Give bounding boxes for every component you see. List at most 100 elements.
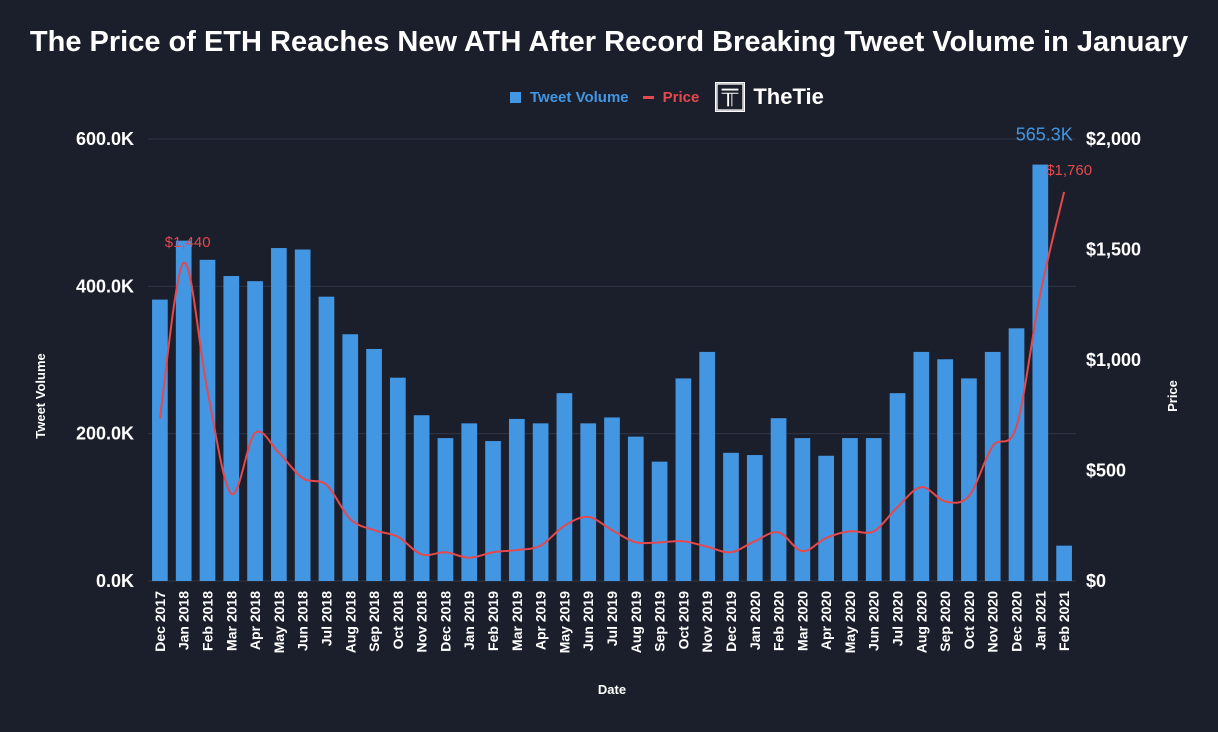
bar-aug-2018 — [342, 334, 359, 581]
x-tick-label: Jan 2020 — [747, 591, 763, 650]
legend-item-price[interactable]: Price — [642, 88, 700, 106]
bar-nov-2018 — [413, 415, 430, 581]
legend-label-tweet-volume: Tweet Volume — [530, 88, 629, 106]
bar-dec-2018 — [437, 438, 454, 581]
legend: Tweet Volume Price TheTie — [510, 82, 824, 112]
bar-mar-2019 — [508, 418, 525, 581]
bar-jan-2018 — [175, 240, 192, 581]
x-tick-label: Jun 2018 — [295, 591, 311, 651]
x-tick-label: Nov 2018 — [414, 591, 430, 653]
bar-jul-2018 — [318, 296, 335, 581]
bar-may-2020 — [842, 438, 858, 581]
x-tick-label: Apr 2018 — [247, 591, 263, 650]
x-tick-label: Dec 2018 — [437, 591, 453, 652]
bar-jun-2018 — [294, 249, 311, 581]
x-tick-label: Dec 2019 — [723, 591, 739, 652]
x-tick-label: Nov 2020 — [985, 591, 1001, 653]
x-tick-label: Jun 2020 — [866, 591, 882, 651]
bar-dec-2020 — [1008, 328, 1025, 581]
x-tick-label: Jul 2019 — [604, 591, 620, 646]
x-tick-label: Feb 2020 — [771, 591, 787, 651]
x-tick-label: Jul 2018 — [318, 591, 334, 646]
bar-dec-2019 — [723, 452, 739, 581]
y2-tick-label: $1,000 — [1086, 350, 1141, 370]
bar-dec-2017 — [152, 299, 168, 581]
x-tick-label: Mar 2019 — [509, 591, 525, 651]
x-tick-label: May 2019 — [556, 591, 572, 653]
y2-tick-label: $1,500 — [1086, 240, 1141, 260]
data-label: 565.3K — [1016, 125, 1073, 145]
bar-jun-2020 — [865, 438, 882, 581]
x-tick-label: Mar 2020 — [794, 591, 810, 651]
x-tick-label: Jan 2021 — [1032, 591, 1048, 650]
y-tick-label: 600.0K — [76, 129, 134, 149]
x-tick-label: Nov 2019 — [699, 591, 715, 653]
bar-jan-2020 — [746, 455, 763, 581]
bar-apr-2019 — [532, 423, 549, 581]
x-tick-label: Aug 2018 — [342, 591, 358, 653]
x-tick-label: Aug 2019 — [628, 591, 644, 653]
x-tick-label: Oct 2019 — [675, 591, 691, 650]
bar-sep-2018 — [366, 348, 382, 581]
bar-may-2018 — [271, 248, 287, 581]
x-tick-label: Feb 2019 — [485, 591, 501, 651]
y2-tick-label: $2,000 — [1086, 129, 1141, 149]
bar-feb-2021 — [1056, 545, 1072, 581]
bar-aug-2020 — [913, 351, 930, 581]
x-tick-label: Feb 2021 — [1056, 591, 1072, 651]
y-tick-label: 400.0K — [76, 276, 134, 296]
bar-oct-2019 — [675, 378, 692, 581]
x-tick-label: Oct 2018 — [390, 591, 406, 650]
logo-mark-icon — [715, 82, 746, 112]
x-tick-label: May 2020 — [842, 591, 858, 653]
y-tick-label: 200.0K — [76, 424, 134, 444]
price-line — [158, 191, 1066, 559]
bar-apr-2018 — [247, 281, 263, 581]
bar-feb-2019 — [485, 441, 501, 581]
bar-apr-2020 — [818, 455, 835, 581]
legend-swatch-bar — [510, 91, 521, 103]
y2-tick-label: $500 — [1086, 461, 1126, 481]
bar-may-2019 — [556, 393, 573, 581]
x-tick-label: Sep 2018 — [366, 591, 382, 652]
bar-jan-2021 — [1032, 164, 1049, 582]
x-tick-label: Aug 2020 — [913, 591, 929, 653]
y-axis-title: Tweet Volume — [33, 353, 48, 438]
bar-jul-2019 — [604, 417, 620, 581]
x-tick-label: Sep 2019 — [652, 591, 668, 652]
y-tick-label: 0.0K — [96, 571, 134, 591]
x-tick-label: Jul 2020 — [890, 591, 906, 646]
legend-item-tweet-volume[interactable]: Tweet Volume — [510, 89, 629, 106]
x-tick-label: Apr 2019 — [533, 591, 549, 650]
legend-label-price: Price — [662, 88, 700, 106]
data-label: $1,440 — [165, 234, 211, 251]
bar-feb-2018 — [199, 259, 216, 581]
bar-sep-2020 — [937, 359, 953, 581]
bar-jun-2019 — [580, 423, 597, 581]
x-tick-label: Jun 2019 — [580, 591, 596, 651]
bar-jan-2019 — [461, 423, 478, 581]
bar-oct-2020 — [961, 378, 977, 581]
bar-jul-2020 — [889, 393, 906, 581]
x-tick-label: May 2018 — [271, 591, 287, 653]
x-tick-label: Apr 2020 — [818, 591, 834, 650]
legend-swatch-line — [642, 95, 654, 99]
x-tick-label: Mar 2018 — [223, 591, 239, 651]
x-tick-label: Oct 2020 — [961, 591, 977, 650]
y2-axis-title: Price — [1165, 380, 1180, 412]
bar-mar-2018 — [223, 276, 240, 581]
x-axis-title: Date — [598, 682, 626, 697]
x-tick-label: Feb 2018 — [199, 591, 215, 651]
x-tick-label: Sep 2020 — [937, 591, 953, 652]
x-tick-label: Dec 2017 — [152, 591, 168, 652]
chart-title: The Price of ETH Reaches New ATH After R… — [29, 26, 1189, 58]
bar-mar-2020 — [794, 438, 811, 581]
thetie-logo: TheTie — [715, 82, 824, 112]
y2-tick-label: $0 — [1086, 571, 1106, 591]
bar-aug-2019 — [627, 436, 644, 581]
bar-oct-2018 — [389, 377, 406, 581]
bar-sep-2019 — [651, 461, 668, 581]
x-tick-label: Jan 2019 — [461, 591, 477, 650]
